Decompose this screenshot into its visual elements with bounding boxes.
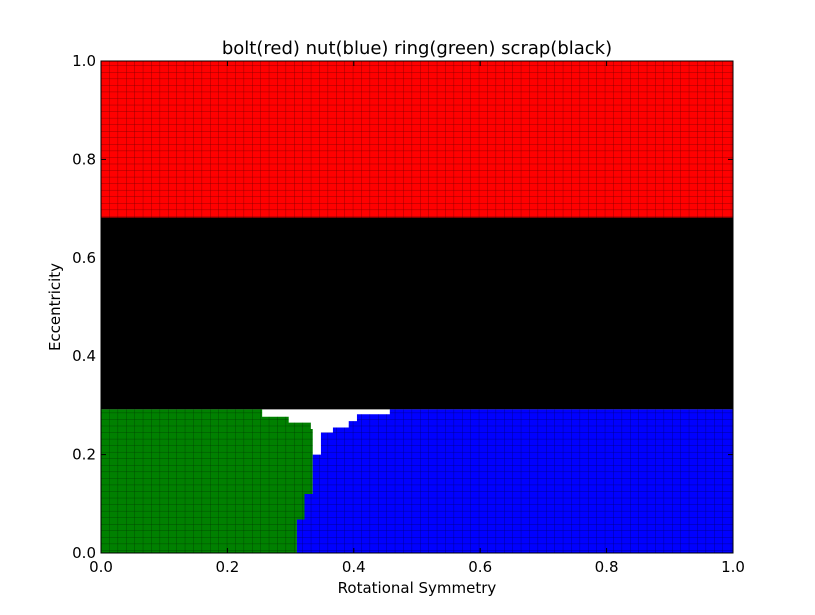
x-axis-label: Rotational Symmetry (338, 579, 497, 597)
y-axis: 0.0 0.2 0.4 0.6 0.8 1.0 (72, 52, 733, 562)
y-tick-label: 0.0 (72, 544, 96, 562)
y-tick-label: 0.8 (72, 150, 96, 168)
y-tick-label: 0.2 (72, 446, 96, 464)
x-tick-label: 0.0 (89, 558, 113, 576)
y-tick-label: 0.6 (72, 249, 96, 267)
x-tick-label: 0.4 (342, 558, 366, 576)
x-axis: 0.0 0.2 0.4 0.6 0.8 1.0 (89, 61, 745, 576)
y-axis-label: Eccentricity (46, 263, 64, 351)
region-bolt-grid (101, 61, 733, 218)
x-tick-label: 1.0 (721, 558, 745, 576)
region-ring-grid (101, 409, 313, 553)
plot-area (101, 61, 733, 553)
region-scrap (101, 217, 733, 410)
region-nut-grid (296, 409, 733, 553)
plot-frame (100, 60, 734, 554)
x-tick-label: 0.8 (595, 558, 619, 576)
chart-title: bolt(red) nut(blue) ring(green) scrap(bl… (222, 38, 612, 59)
x-tick-label: 0.6 (468, 558, 492, 576)
y-tick-label: 0.4 (72, 347, 96, 365)
x-tick-label: 0.2 (215, 558, 239, 576)
y-tick-label: 1.0 (72, 52, 96, 70)
